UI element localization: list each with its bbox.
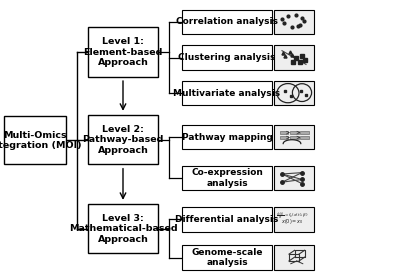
Bar (300, 136, 309, 139)
Text: Level 2:
Pathway-based
Approach: Level 2: Pathway-based Approach (82, 125, 164, 155)
Text: Level 1:
Element-based
Approach: Level 1: Element-based Approach (83, 37, 163, 67)
Bar (280, 131, 288, 134)
Text: Multivariate analysis: Multivariate analysis (174, 89, 280, 98)
Bar (290, 136, 299, 139)
Text: $\frac{dx(t)}{dt}=f_x(x(t),\beta)$: $\frac{dx(t)}{dt}=f_x(x(t),\beta)$ (276, 210, 308, 222)
Text: Pathway mapping: Pathway mapping (182, 133, 272, 141)
Bar (274, 10, 314, 34)
Bar (274, 166, 314, 190)
Bar (274, 45, 314, 70)
Bar (274, 81, 314, 105)
Bar (274, 207, 314, 232)
Text: Clustering analysis: Clustering analysis (178, 53, 276, 62)
Bar (182, 45, 272, 70)
Text: Differential analysis: Differential analysis (175, 215, 279, 224)
Bar (182, 10, 272, 34)
Bar (182, 245, 272, 270)
Text: Genome-scale
analysis: Genome-scale analysis (191, 248, 263, 267)
Text: Co-expression
analysis: Co-expression analysis (191, 169, 263, 188)
Bar (274, 245, 314, 270)
Bar (274, 125, 314, 149)
Bar (182, 207, 272, 232)
Bar (4, 116, 66, 164)
Bar (280, 136, 288, 139)
Text: Correlation analysis: Correlation analysis (176, 18, 278, 26)
Text: Level 3:
Mathematical-based
Approach: Level 3: Mathematical-based Approach (69, 214, 177, 244)
Bar (182, 125, 272, 149)
Bar (182, 166, 272, 190)
Text: Multi-Omics
Integration (MOI): Multi-Omics Integration (MOI) (0, 131, 82, 150)
Bar (88, 204, 158, 253)
Bar (300, 131, 309, 134)
Bar (88, 115, 158, 164)
Bar (88, 27, 158, 77)
Bar (182, 81, 272, 105)
Bar (290, 131, 299, 134)
Text: $x(0)=x_0$: $x(0)=x_0$ (281, 217, 303, 226)
